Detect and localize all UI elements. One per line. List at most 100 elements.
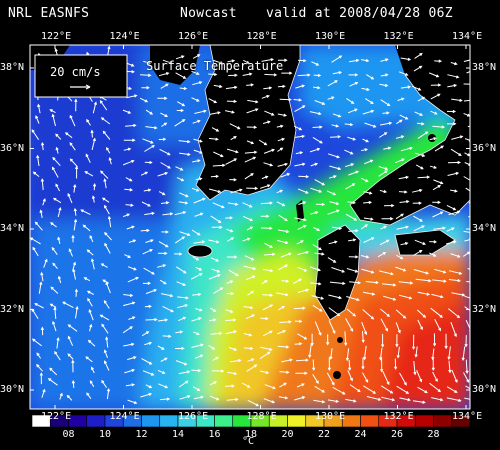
current-vector-arrow	[123, 342, 135, 347]
current-vector-arrow	[349, 81, 359, 87]
lat-label-right: 36°N	[472, 142, 497, 154]
current-vector-arrow	[432, 200, 441, 205]
current-vector-arrow	[178, 370, 191, 375]
current-vector-arrow	[52, 262, 58, 270]
current-vector-arrow	[226, 228, 234, 233]
current-vector-arrow	[264, 110, 275, 116]
current-vector-arrow	[156, 264, 167, 268]
current-vector-arrow	[309, 147, 321, 153]
current-vector-arrow	[160, 357, 168, 362]
current-vector-arrow	[260, 316, 269, 321]
current-vector-arrow	[158, 191, 166, 196]
colorbar-tick-label: 26	[391, 429, 404, 440]
current-vector-arrow	[213, 84, 223, 89]
current-vector-arrow	[396, 119, 403, 125]
current-vector-arrow	[124, 188, 134, 192]
current-vector-arrow	[413, 225, 425, 232]
current-vector-arrow	[345, 398, 357, 403]
current-vector-arrow	[417, 291, 431, 296]
current-vector-arrow	[160, 83, 169, 89]
current-vector-arrow	[430, 110, 438, 115]
current-vector-arrow	[361, 58, 370, 63]
vector-scale-label: 20 cm/s	[50, 65, 101, 79]
current-vector-arrow	[295, 151, 304, 155]
current-vector-arrow	[361, 321, 368, 336]
current-vector-arrow	[191, 187, 200, 192]
current-vector-arrow	[380, 73, 389, 77]
current-vector-arrow	[329, 201, 340, 206]
current-vector-arrow	[312, 244, 323, 251]
current-vector-arrow	[430, 83, 442, 87]
current-vector-arrow	[293, 98, 303, 102]
current-vector-arrow	[361, 268, 375, 274]
current-vector-arrow	[347, 359, 352, 371]
current-vector-arrow	[208, 274, 221, 280]
current-vector-arrow	[128, 316, 136, 320]
current-vector-arrow	[261, 280, 268, 285]
current-vector-arrow	[211, 127, 220, 132]
current-vector-arrow	[327, 96, 335, 100]
current-vector-arrow	[43, 258, 48, 268]
current-vector-arrow	[329, 348, 333, 360]
current-vector-arrow	[262, 304, 274, 311]
current-vector-arrow	[314, 100, 326, 105]
current-vector-arrow	[72, 268, 76, 280]
current-vector-arrow	[192, 386, 201, 391]
current-vector-arrow	[398, 190, 408, 194]
current-vector-arrow	[34, 221, 43, 231]
current-vector-arrow	[380, 121, 393, 126]
current-vector-arrow	[328, 240, 338, 245]
current-vector-arrow	[210, 174, 220, 179]
current-vector-arrow	[226, 255, 238, 259]
current-vector-arrow	[414, 239, 426, 245]
current-vector-arrow	[295, 84, 306, 89]
current-vector-arrow	[176, 101, 186, 107]
current-vector-arrow	[145, 384, 153, 389]
current-vector-arrow	[144, 211, 155, 216]
current-vector-arrow	[464, 335, 468, 348]
current-vector-arrow	[71, 234, 75, 243]
current-vector-arrow	[107, 215, 112, 228]
current-vector-arrow	[246, 226, 254, 231]
current-vector-arrow	[212, 356, 220, 361]
current-vector-arrow	[142, 249, 153, 255]
current-vector-arrow	[39, 209, 43, 218]
current-vector-arrow	[360, 177, 369, 183]
current-vector-arrow	[263, 268, 274, 273]
current-vector-arrow	[139, 97, 149, 103]
current-vector-arrow	[344, 331, 348, 347]
current-vector-arrow	[362, 309, 375, 320]
current-vector-arrow	[380, 308, 390, 317]
current-vector-arrow	[158, 137, 167, 141]
current-vector-arrow	[363, 200, 373, 205]
current-vector-arrow	[87, 339, 96, 347]
current-vector-arrow	[312, 374, 319, 384]
current-vector-arrow	[103, 349, 108, 358]
current-vector-arrow	[92, 183, 97, 191]
current-vector-arrow	[86, 118, 91, 126]
current-vector-arrow	[280, 252, 292, 258]
current-vector-arrow	[210, 331, 223, 336]
current-vector-arrow	[105, 336, 109, 348]
lat-label-right: 34°N	[472, 223, 497, 234]
axis-tick-marks	[30, 45, 470, 409]
current-vector-arrow	[158, 72, 170, 77]
current-vector-arrow	[72, 261, 77, 271]
current-vector-arrow	[277, 264, 289, 271]
current-vector-arrow	[213, 59, 224, 65]
map-frame	[29, 44, 471, 410]
current-vector-arrow	[145, 239, 154, 243]
current-vector-arrow	[348, 170, 360, 176]
current-vector-arrow	[293, 306, 306, 310]
current-vector-arrow	[91, 137, 96, 151]
current-vector-arrow	[411, 188, 423, 193]
current-vector-arrow	[243, 265, 257, 271]
current-vector-arrow	[226, 148, 239, 154]
current-vector-arrow	[193, 395, 204, 400]
current-vector-arrow	[326, 190, 337, 196]
current-vector-arrow	[55, 146, 59, 154]
current-vector-arrow	[395, 213, 404, 220]
current-vector-arrow	[328, 294, 343, 300]
current-vector-arrow	[178, 140, 191, 144]
current-vector-arrow	[126, 225, 135, 230]
